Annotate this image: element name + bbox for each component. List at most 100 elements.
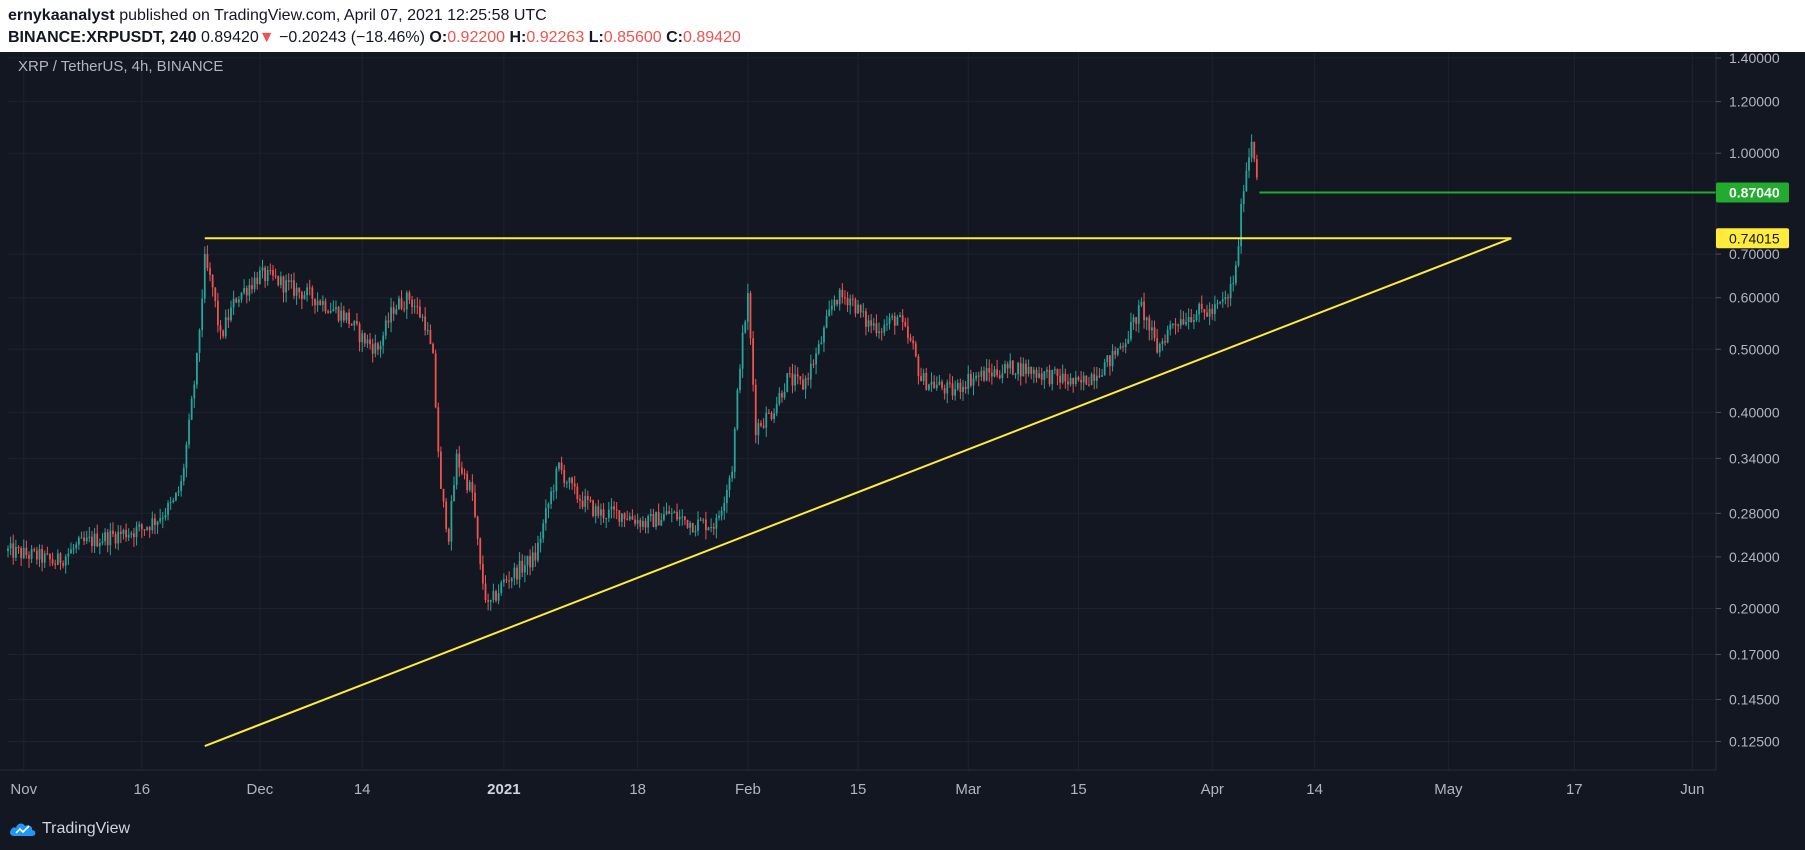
candle-body — [248, 285, 251, 296]
candle-body — [1211, 308, 1214, 314]
candle-body — [293, 280, 295, 296]
candle-body — [689, 522, 692, 528]
candle-body — [1074, 377, 1077, 385]
open-label: O: — [429, 29, 448, 46]
candle-body — [823, 327, 825, 343]
last-price: 0.89420 — [200, 29, 259, 46]
low-value: 0.85600 — [603, 29, 662, 46]
candle-body — [1077, 377, 1080, 380]
candle-body — [495, 591, 497, 601]
candle-body — [161, 517, 164, 519]
candle-body — [316, 300, 319, 306]
time-tick-label: Feb — [735, 781, 761, 798]
candle-body — [767, 412, 770, 414]
candle-body — [513, 567, 516, 579]
candle-body — [314, 298, 316, 306]
candle-body — [251, 285, 253, 290]
candle-body — [101, 541, 104, 543]
time-axis[interactable]: Nov 16 Dec 14 2021 18 Feb 15 Mar 15 Apr 14 May 17 Jun — [10, 781, 1704, 798]
candle-body — [321, 300, 324, 305]
price-axis[interactable]: 1.40000 1.20000 1.00000 0.70000 0.60000 0.500… — [1716, 52, 1780, 749]
candle-body — [264, 267, 267, 282]
candle-body — [489, 599, 492, 602]
candle-body — [237, 299, 240, 303]
candle-body — [1224, 297, 1227, 300]
time-tick-label: 15 — [1070, 781, 1087, 798]
candle-body — [54, 563, 57, 565]
support-line[interactable] — [204, 237, 1512, 747]
candle-body — [983, 370, 985, 381]
candle-body — [799, 376, 802, 380]
candle-body — [830, 305, 833, 310]
drawings[interactable] — [204, 191, 1716, 747]
candle-body — [969, 373, 972, 386]
price-tick-label: 1.20000 — [1729, 94, 1780, 110]
candle-body — [411, 299, 413, 307]
price-tick-label: 0.50000 — [1729, 341, 1780, 357]
candle-body — [33, 549, 36, 551]
candle-body — [1040, 373, 1043, 380]
time-tick-label: 16 — [133, 781, 150, 798]
candle-body — [277, 276, 280, 286]
chart-area[interactable]: 1.40000 1.20000 1.00000 0.70000 0.60000 0.500… — [0, 52, 1805, 810]
candle-body — [948, 382, 951, 384]
candle-body — [555, 468, 558, 492]
candle-body — [198, 330, 201, 353]
candle-body — [398, 298, 400, 310]
candle-body — [133, 533, 135, 538]
candle-body — [1069, 377, 1072, 385]
candle-body — [1200, 303, 1203, 309]
candle-body — [1011, 360, 1014, 375]
candle-body — [943, 388, 946, 394]
candle-body — [1019, 362, 1022, 377]
candle-body — [962, 386, 964, 392]
candle-body — [1109, 355, 1111, 367]
candle-body — [172, 500, 175, 503]
candle-body — [1061, 373, 1064, 383]
price-chart[interactable]: 1.40000 1.20000 1.00000 0.70000 0.60000 0.500… — [0, 52, 1805, 810]
candle-body — [1101, 375, 1103, 377]
candle-body — [466, 473, 469, 491]
tradingview-logo[interactable]: TradingView — [8, 819, 130, 839]
candle-body — [967, 373, 970, 389]
close-label: C: — [666, 29, 683, 46]
candle-body — [1014, 373, 1017, 375]
price-tick-label: 0.12500 — [1729, 733, 1780, 749]
candle-body — [1082, 375, 1085, 383]
candle-body — [240, 292, 243, 300]
author-name[interactable]: ernykaanalyst — [8, 7, 115, 24]
candle-body — [867, 320, 870, 327]
candle-body — [117, 531, 120, 544]
candle-body — [1206, 312, 1208, 317]
candle-body — [878, 331, 880, 334]
candle-body — [775, 404, 778, 414]
candle-body — [547, 503, 550, 509]
candle-body — [733, 428, 736, 472]
candle-body — [447, 528, 450, 542]
candle-body — [581, 500, 584, 507]
candle-body — [820, 342, 823, 345]
candle-body — [568, 477, 571, 483]
candle-body — [308, 287, 311, 289]
candle-body — [1111, 350, 1114, 367]
candle-body — [453, 485, 455, 501]
candle-body — [261, 267, 264, 271]
candle-body — [1151, 327, 1153, 331]
candle-body — [815, 353, 817, 365]
candle-body — [1127, 339, 1130, 344]
candle-body — [613, 506, 615, 510]
candle-body — [392, 307, 395, 314]
price-tick-label: 0.28000 — [1729, 505, 1780, 521]
candle-body — [340, 310, 343, 321]
candle-body — [1164, 341, 1166, 343]
candle-body — [681, 516, 684, 518]
candle-body — [1169, 324, 1172, 330]
candle-body — [563, 469, 566, 483]
candle-body — [426, 330, 429, 332]
candle-body — [1135, 317, 1138, 324]
candle-body — [1095, 375, 1098, 381]
candle-body — [938, 381, 941, 385]
candle-body — [1017, 362, 1020, 374]
candle-body — [342, 310, 345, 321]
candle-body — [893, 315, 896, 326]
